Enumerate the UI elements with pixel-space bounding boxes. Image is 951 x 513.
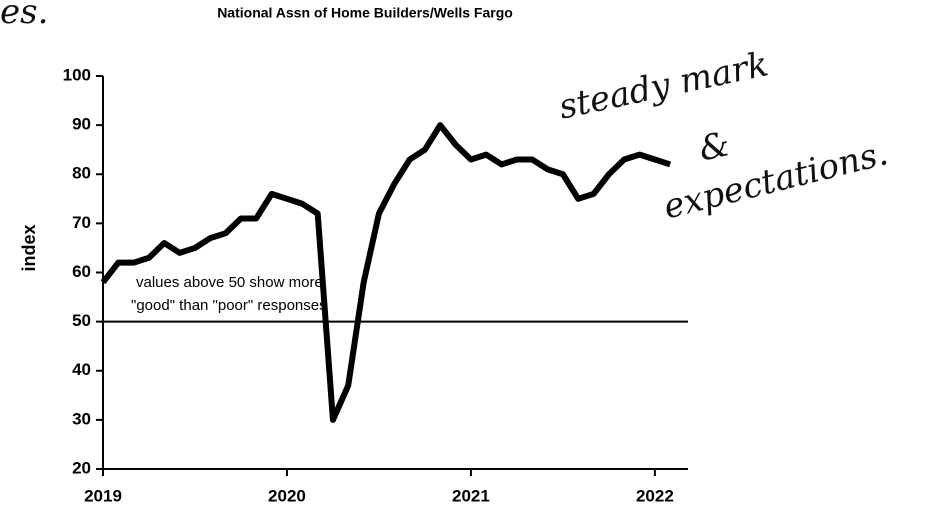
y-axis-label: index — [19, 224, 39, 271]
chart-subtitle: National Assn of Home Builders/Wells Far… — [217, 5, 513, 21]
y-tick-label: 40 — [72, 360, 91, 379]
x-tick-label: 2020 — [268, 486, 306, 505]
y-tick-label: 60 — [72, 262, 91, 281]
handwritten-note: es. — [0, 0, 48, 32]
handwritten-note: & — [695, 124, 733, 169]
y-tick-label: 100 — [63, 65, 91, 84]
y-tick-label: 30 — [72, 409, 91, 428]
y-tick-label: 90 — [72, 115, 91, 134]
x-tick-label: 2021 — [452, 486, 490, 505]
y-tick-label: 50 — [72, 311, 91, 330]
y-tick-label: 70 — [72, 213, 91, 232]
handwritten-note: steady mark — [555, 44, 771, 127]
y-tick-label: 80 — [72, 164, 91, 183]
y-tick-label: 20 — [72, 458, 91, 477]
x-tick-label: 2019 — [84, 486, 122, 505]
handwritten-note: expectations. — [660, 133, 892, 227]
annotation: "good" than "poor" responses — [131, 297, 327, 314]
x-tick-label: 2022 — [636, 486, 674, 505]
annotation: values above 50 show more — [136, 274, 323, 291]
data-line — [100, 122, 672, 423]
